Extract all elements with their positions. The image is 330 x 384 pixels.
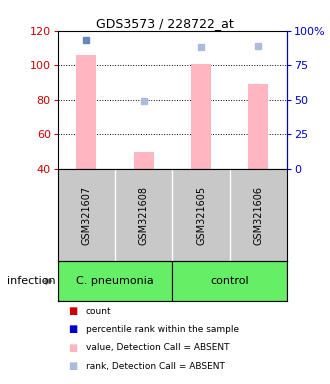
Text: ■: ■ xyxy=(68,361,77,371)
Bar xyxy=(76,55,96,169)
Bar xyxy=(58,261,173,301)
Bar xyxy=(248,84,269,169)
Bar xyxy=(134,152,154,169)
Text: ■: ■ xyxy=(68,324,77,334)
Text: infection: infection xyxy=(7,276,55,286)
Text: GSM321606: GSM321606 xyxy=(253,185,263,245)
Bar xyxy=(191,63,211,169)
Text: ■: ■ xyxy=(68,306,77,316)
Text: count: count xyxy=(86,306,112,316)
Text: ■: ■ xyxy=(68,343,77,353)
Text: GDS3573 / 228722_at: GDS3573 / 228722_at xyxy=(96,17,234,30)
Text: percentile rank within the sample: percentile rank within the sample xyxy=(86,325,239,334)
Text: value, Detection Call = ABSENT: value, Detection Call = ABSENT xyxy=(86,343,229,353)
Text: C. pneumonia: C. pneumonia xyxy=(76,276,154,286)
Text: control: control xyxy=(211,276,249,286)
Bar xyxy=(172,261,287,301)
Text: rank, Detection Call = ABSENT: rank, Detection Call = ABSENT xyxy=(86,362,225,371)
Text: GSM321605: GSM321605 xyxy=(196,185,206,245)
Text: GSM321608: GSM321608 xyxy=(139,185,149,245)
Text: GSM321607: GSM321607 xyxy=(82,185,91,245)
